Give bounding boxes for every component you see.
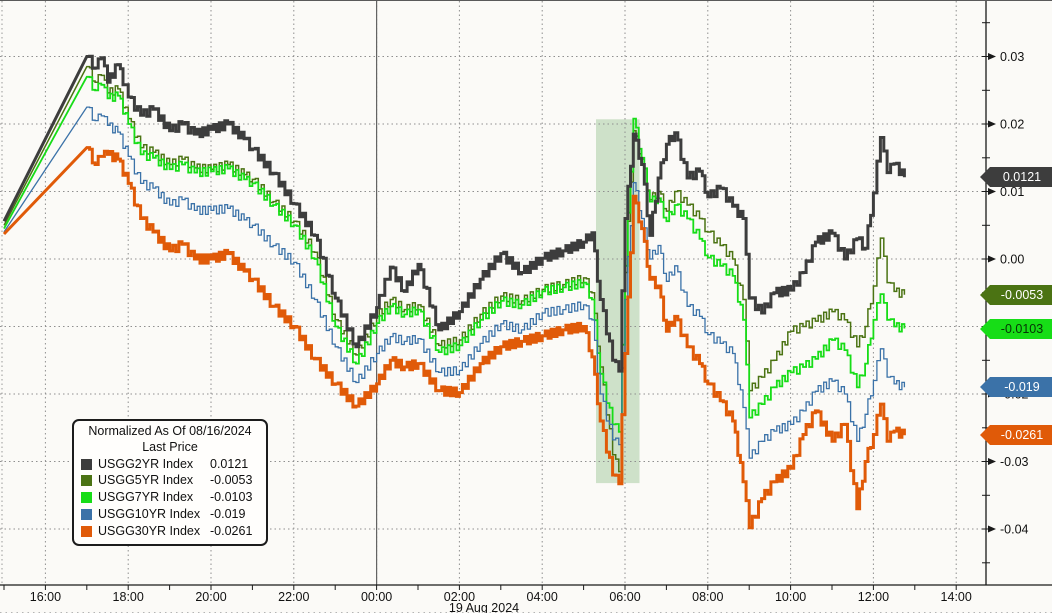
y-tick-arrow-icon <box>988 525 996 533</box>
last-price-badge[interactable]: -0.019 <box>980 377 1052 397</box>
x-tick-label: 02:00 <box>444 590 475 604</box>
series-line-usgg5yr <box>3 65 906 473</box>
legend-swatch-icon <box>81 458 92 470</box>
x-tick-label: 20:00 <box>195 590 226 604</box>
legend-item-label: USGG5YR Index <box>98 473 194 488</box>
x-tick-label: 08:00 <box>692 590 723 604</box>
y-tick-arrow-icon <box>988 255 996 263</box>
x-tick-label: 16:00 <box>30 590 61 604</box>
legend-title: Normalized As Of 08/16/2024 <box>88 424 252 438</box>
legend-swatch-icon <box>81 525 92 537</box>
legend-item[interactable]: USGG2YR Index 0.0121 <box>81 456 259 473</box>
x-tick-label: 00:00 <box>361 590 392 604</box>
y-tick-arrow-icon <box>988 53 996 60</box>
x-tick-label: 18:00 <box>113 590 144 604</box>
y-tick-label: -0.04 <box>1000 523 1029 537</box>
legend-item[interactable]: USGG7YR Index -0.0103 <box>81 489 259 506</box>
last-price-badge[interactable]: -0.0103 <box>980 319 1052 339</box>
y-tick-label: 0.02 <box>1000 118 1024 132</box>
series-line-usgg7yr <box>3 75 906 433</box>
y-tick-arrow-icon <box>988 120 996 128</box>
y-tick-label: 0.01 <box>1000 185 1024 199</box>
legend-item-value: -0.019 <box>210 506 246 521</box>
chart-legend[interactable]: Normalized As Of 08/16/2024 Last Price U… <box>72 419 268 546</box>
series-line-usgg10yr <box>3 106 906 459</box>
x-tick-label: 14:00 <box>941 590 972 604</box>
x-tick-label: 12:00 <box>858 590 889 604</box>
legend-subtitle: Last Price <box>142 439 198 454</box>
series-line-usgg30yr <box>2 146 906 530</box>
legend-item-label: USGG2YR Index <box>98 456 194 471</box>
legend-item[interactable]: USGG10YR Index -0.019 <box>81 506 259 523</box>
x-tick-label: 04:00 <box>527 590 558 604</box>
series-line-usgg2yr <box>2 54 906 373</box>
y-tick-label: 0.03 <box>1000 50 1024 64</box>
legend-item-label: USGG30YR Index <box>98 523 201 538</box>
last-price-badge[interactable]: -0.0053 <box>980 285 1052 305</box>
legend-item-value: -0.0103 <box>210 490 253 505</box>
x-tick-label: 10:00 <box>775 590 806 604</box>
legend-item-label: USGG10YR Index <box>98 506 201 521</box>
legend-item-value: -0.0261 <box>210 523 253 538</box>
last-price-badge[interactable]: -0.0261 <box>980 425 1052 445</box>
legend-swatch-icon <box>81 492 92 503</box>
legend-item-value: -0.0053 <box>210 473 253 488</box>
legend-item[interactable]: USGG5YR Index -0.0053 <box>81 472 259 489</box>
y-tick-label: 0.00 <box>1000 253 1024 267</box>
x-tick-label: 06:00 <box>609 590 640 604</box>
x-tick-label: 22:00 <box>278 590 309 604</box>
legend-item-value: 0.0121 <box>210 456 249 471</box>
legend-item[interactable]: USGG30YR Index -0.0261 <box>81 523 259 540</box>
y-tick-label: -0.03 <box>1000 455 1029 469</box>
y-tick-arrow-icon <box>988 188 996 195</box>
legend-swatch-icon <box>81 508 92 520</box>
legend-item-label: USGG7YR Index <box>98 490 194 505</box>
legend-swatch-icon <box>81 475 92 487</box>
x-axis-date-label: 19 Aug 2024 <box>449 601 519 613</box>
y-tick-arrow-icon <box>988 458 996 465</box>
last-price-badge[interactable]: 0.0121 <box>980 167 1052 187</box>
